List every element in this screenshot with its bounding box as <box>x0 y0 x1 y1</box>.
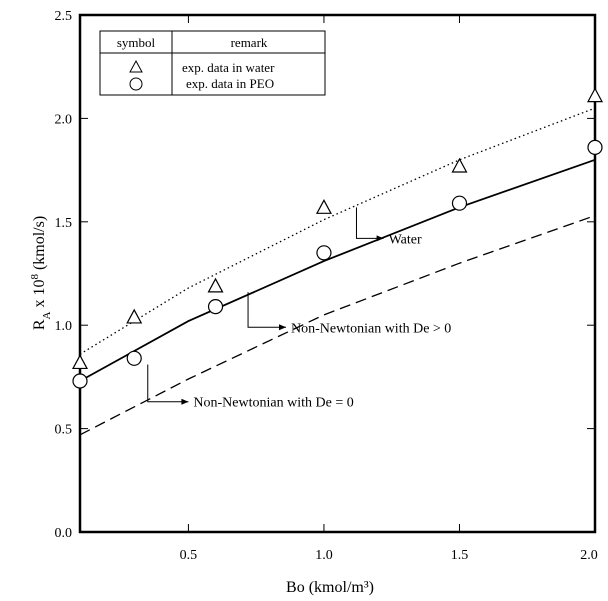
x-axis: 0.5 1.0 1.5 2.0 <box>180 15 598 563</box>
legend-circle-icon <box>129 77 143 91</box>
annotation-leader <box>247 292 286 328</box>
legend-triangle-icon <box>129 59 143 73</box>
y-tick-label: 0.5 <box>55 423 73 438</box>
annotation-arrowhead <box>181 398 189 405</box>
annotation-leader <box>147 364 189 403</box>
y-tick-label: 1.0 <box>55 319 73 334</box>
y-tick-label: 2.5 <box>55 9 73 24</box>
annotation-layer: Water Non-Newtonian with De > 0 Non-Newton… <box>147 207 451 411</box>
y-axis: 0.0 0.5 1.0 1.5 2.0 2.5 <box>55 9 595 541</box>
y-axis-title: RA x 108 (kmol/s) <box>29 216 53 330</box>
annotation-leader <box>355 207 384 239</box>
y-tick-label: 2.0 <box>55 112 73 127</box>
annotation-arrowhead <box>279 324 286 331</box>
x-tick-label: 2.0 <box>580 548 598 563</box>
data-point-triangle <box>126 308 143 324</box>
data-point-triangle <box>207 277 224 293</box>
legend-label-water: exp. data in water <box>182 60 275 75</box>
data-point-triangle <box>315 199 332 214</box>
legend-header-remark: remark <box>231 35 268 50</box>
data-point-circle <box>72 373 88 389</box>
annotation-label: Water <box>389 232 422 247</box>
data-point-circle <box>587 139 603 155</box>
data-point-circle <box>126 350 142 366</box>
x-tick-label: 0.5 <box>180 548 198 563</box>
series-line-dotted <box>79 107 596 355</box>
series-layer <box>71 87 604 436</box>
plot-frame <box>78 13 597 534</box>
legend-label-peo: exp. data in PEO <box>186 76 274 91</box>
legend-header-symbol: symbol <box>117 35 156 50</box>
data-point-circle <box>316 245 332 261</box>
data-point-triangle <box>586 87 604 103</box>
annotation-label: Non-Newtonian with De = 0 <box>193 396 353 411</box>
data-point-triangle <box>71 354 89 370</box>
data-point-circle <box>451 195 468 211</box>
x-tick-label: 1.0 <box>315 548 333 563</box>
y-tick-label: 0.0 <box>55 526 73 541</box>
series-line-dashed <box>79 214 596 436</box>
series-line-solid <box>79 158 596 382</box>
annotation-arrowhead <box>376 235 384 242</box>
annotation-label: Non-Newtonian with De > 0 <box>291 321 451 336</box>
x-axis-title: Bo (kmol/m³) <box>286 579 374 596</box>
plot-area <box>78 13 597 534</box>
y-tick-label: 1.5 <box>55 216 73 231</box>
x-tick-label: 1.5 <box>451 548 469 563</box>
data-point-triangle <box>451 157 468 173</box>
legend: symbol remark exp. data in water exp. da… <box>99 30 326 96</box>
data-point-circle <box>207 298 224 315</box>
